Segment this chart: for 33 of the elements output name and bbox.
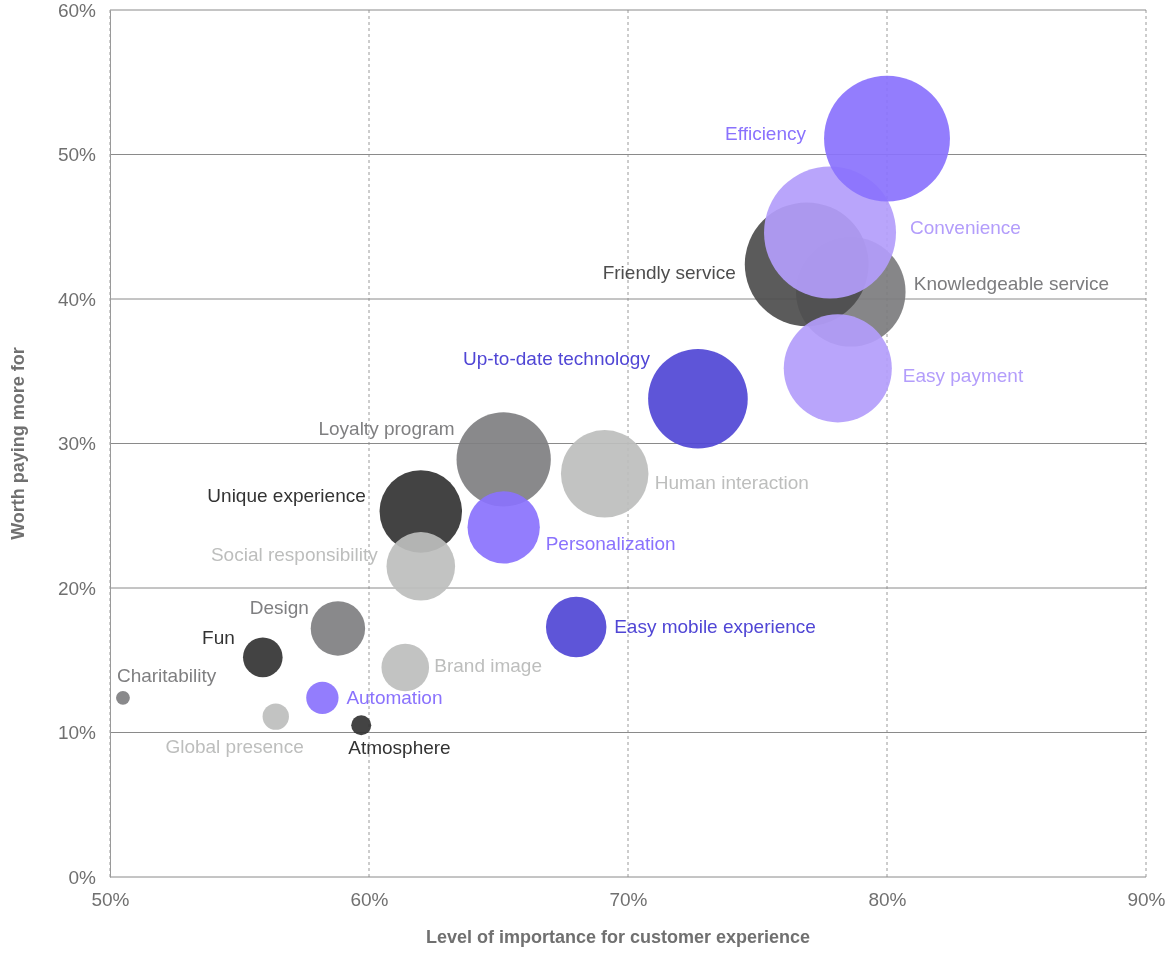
series-label: Easy mobile experience bbox=[614, 616, 816, 638]
series-label: Brand image bbox=[434, 655, 542, 677]
series-label: Human interaction bbox=[654, 471, 809, 493]
y-tick-label: 40% bbox=[57, 288, 97, 310]
y-axis-title: Worth paying more for bbox=[8, 347, 28, 540]
x-tick-label: 60% bbox=[350, 889, 389, 911]
series-label: Design bbox=[249, 597, 309, 619]
x-tick-label: 90% bbox=[1127, 889, 1166, 911]
y-tick-label: 20% bbox=[57, 577, 97, 599]
x-tick-label: 70% bbox=[609, 889, 648, 911]
series-label: Up-to-date technology bbox=[462, 347, 651, 369]
x-axis-title: Level of importance for customer experience bbox=[425, 927, 811, 947]
series-label: Global presence bbox=[165, 735, 304, 757]
series-label: Easy payment bbox=[902, 365, 1024, 387]
series-label: Charitability bbox=[116, 664, 217, 686]
series-label: Atmosphere bbox=[348, 737, 451, 759]
series-label: Efficiency bbox=[725, 122, 807, 144]
series-label: Automation bbox=[346, 686, 443, 708]
series-label: Unique experience bbox=[207, 485, 366, 507]
series-label: Convenience bbox=[910, 216, 1021, 238]
y-tick-label: 0% bbox=[68, 866, 97, 888]
y-tick-label: 10% bbox=[57, 722, 97, 744]
series-label: Friendly service bbox=[602, 262, 736, 284]
x-tick-label: 80% bbox=[868, 889, 907, 911]
series-label: Fun bbox=[202, 627, 235, 649]
y-tick-label: 60% bbox=[57, 0, 97, 21]
series-label: Loyalty program bbox=[318, 418, 455, 440]
series-label: Social responsibility bbox=[210, 544, 379, 566]
y-tick-label: 30% bbox=[57, 433, 97, 455]
series-label: Personalization bbox=[545, 533, 676, 555]
x-tick-label: 50% bbox=[91, 889, 130, 911]
series-label: Knowledgeable service bbox=[913, 272, 1110, 294]
y-tick-label: 50% bbox=[57, 144, 97, 166]
